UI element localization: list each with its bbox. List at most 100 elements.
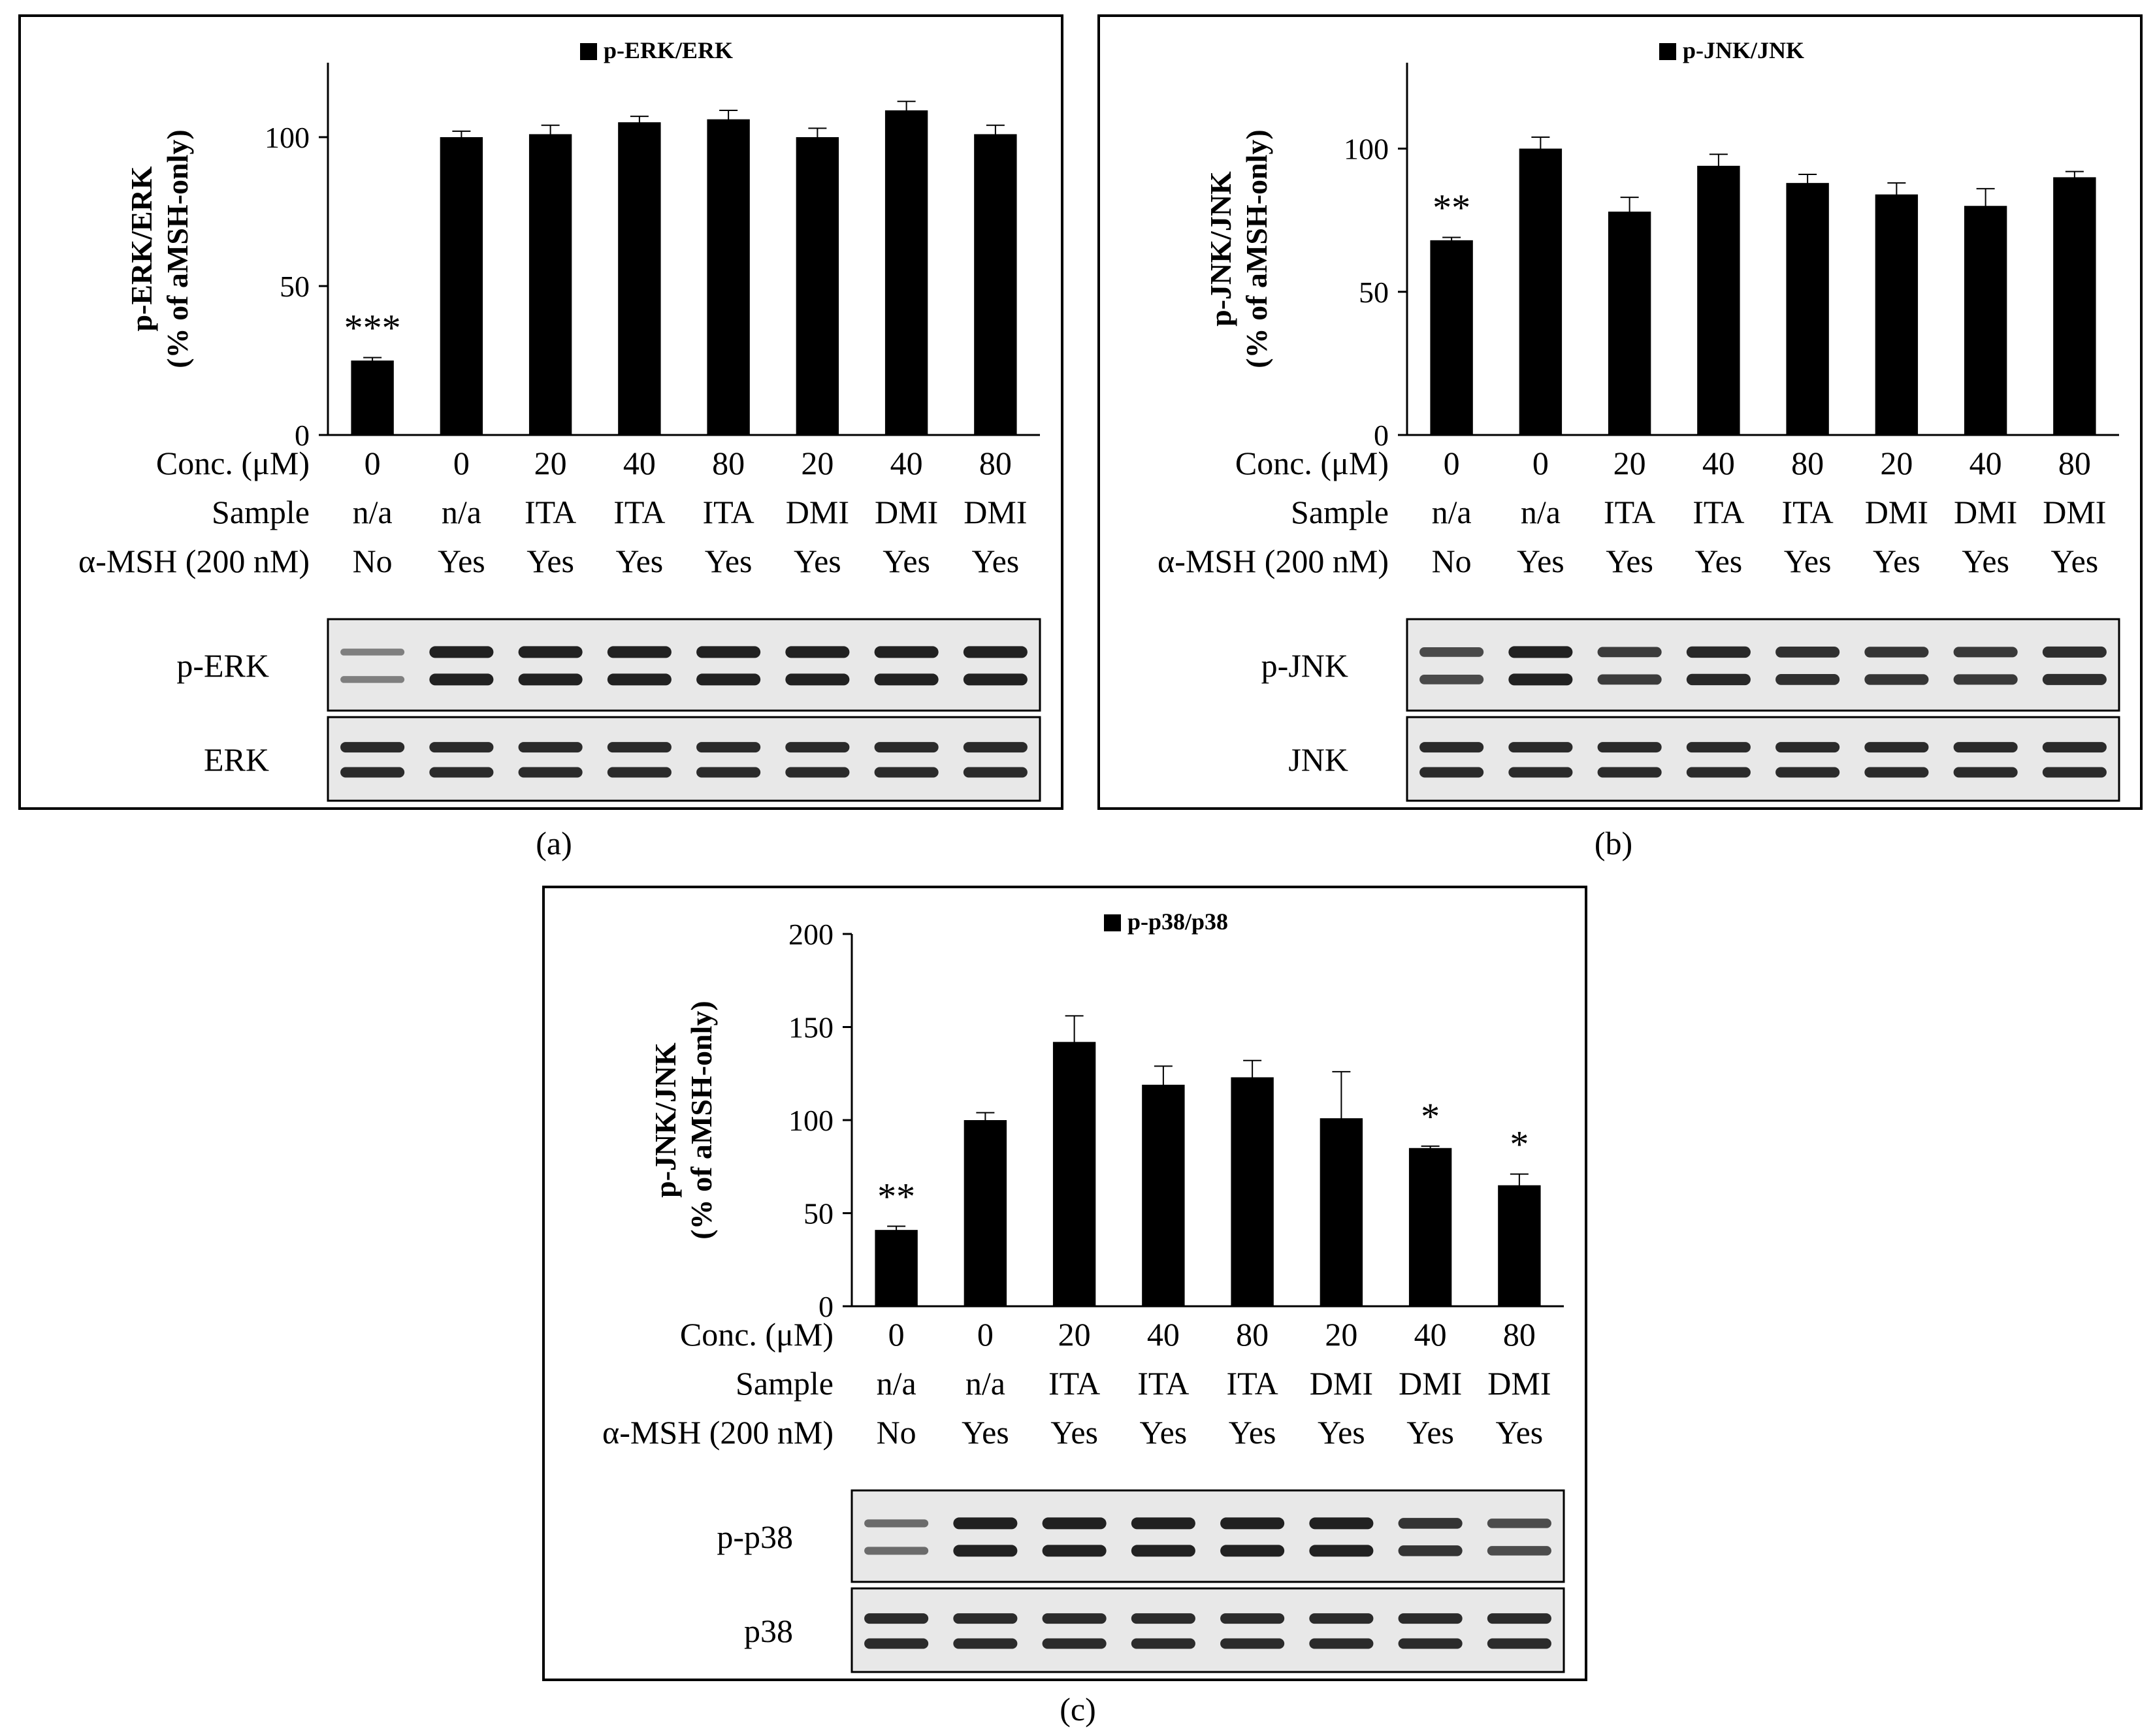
lane-sample: DMI: [1487, 1365, 1551, 1402]
bar: [2053, 177, 2096, 435]
lane-conc: 0: [365, 445, 381, 481]
blot-band: [953, 1638, 1018, 1649]
blot-band: [1864, 767, 1929, 778]
blot-band: [874, 742, 939, 753]
blot-band: [1953, 647, 2018, 658]
lane-conc: 0: [888, 1316, 905, 1353]
caption-b: (b): [1594, 825, 1633, 861]
lane-sample: n/a: [877, 1365, 916, 1402]
blot-band: [1864, 742, 1929, 753]
blot-band: [607, 646, 672, 658]
lane-conc: 40: [1414, 1316, 1447, 1353]
bar: [875, 1230, 918, 1306]
lane-msh: Yes: [1694, 543, 1742, 579]
blot-band: [429, 673, 494, 686]
blot-band: [1686, 742, 1751, 753]
row-label-sample: Sample: [736, 1365, 834, 1402]
bar: [974, 134, 1017, 435]
lane-conc: 40: [890, 445, 923, 481]
bar: [884, 110, 928, 435]
lane-conc: 80: [712, 445, 745, 481]
row-label-sample: Sample: [212, 494, 310, 530]
blot-band: [518, 673, 583, 686]
blot-band: [518, 646, 583, 658]
blot-band: [1686, 646, 1751, 658]
blot-frame: [851, 1587, 1565, 1673]
blot-frame: [851, 1489, 1565, 1583]
y-axis-label-units: (% of aMSH-only): [161, 129, 194, 368]
y-tick-label: 50: [1359, 276, 1389, 309]
y-tick-label: 200: [788, 918, 834, 951]
lane-sample: n/a: [353, 494, 393, 530]
blot-band: [2042, 742, 2107, 753]
bar: [351, 361, 394, 435]
bar: [1875, 194, 1919, 435]
blot-band: [1309, 1517, 1374, 1530]
blot-band: [1309, 1613, 1374, 1624]
y-axis-label: p-JNK/JNK: [1204, 171, 1237, 327]
lane-msh: Yes: [705, 543, 753, 579]
blot-band: [429, 742, 494, 753]
lane-conc: 0: [1532, 445, 1549, 481]
lane-msh: Yes: [1517, 543, 1564, 579]
blot-frame: [327, 618, 1041, 712]
blot-label: p-ERK: [176, 647, 269, 684]
lane-sample: DMI: [786, 494, 849, 530]
blot-band: [696, 742, 761, 753]
lane-msh: Yes: [1962, 543, 2009, 579]
caption-c: (c): [1060, 1691, 1096, 1728]
lane-msh: Yes: [1139, 1414, 1187, 1451]
blot-band: [1864, 647, 1929, 658]
lane-sample: DMI: [1954, 494, 2017, 530]
lane-conc: 40: [1702, 445, 1735, 481]
lane-sample: DMI: [1399, 1365, 1462, 1402]
blot-band: [1508, 767, 1573, 778]
bar: [1408, 1148, 1452, 1306]
y-axis-label-units: (% of aMSH-only): [1240, 129, 1273, 368]
row-label-conc: Conc. (μM): [156, 445, 310, 481]
lane-msh: No: [1432, 543, 1472, 579]
lane-msh: Yes: [615, 543, 663, 579]
blot-band: [607, 767, 672, 778]
lane-conc: 20: [534, 445, 567, 481]
lane-sample: DMI: [2043, 494, 2106, 530]
lane-msh: Yes: [971, 543, 1019, 579]
lane-msh: Yes: [1873, 543, 1920, 579]
lane-sample: DMI: [964, 494, 1027, 530]
lane-sample: ITA: [1781, 494, 1833, 530]
blot-band: [696, 767, 761, 778]
blot-band: [785, 767, 850, 778]
legend-swatch: [1659, 43, 1676, 60]
significance-marker: **: [877, 1175, 915, 1217]
blot-band: [785, 742, 850, 753]
significance-marker: **: [1433, 186, 1470, 229]
blot-band: [1487, 1546, 1551, 1556]
lane-msh: Yes: [1606, 543, 1653, 579]
lane-sample: ITA: [1693, 494, 1744, 530]
blot-band: [1487, 1613, 1551, 1624]
row-label-conc: Conc. (μM): [1235, 445, 1389, 481]
blot-band: [1398, 1518, 1463, 1529]
legend-label: p-ERK/ERK: [604, 37, 733, 63]
lane-msh: Yes: [2050, 543, 2098, 579]
blot-band: [1686, 673, 1751, 686]
lane-conc: 20: [1613, 445, 1646, 481]
blot-label: ERK: [204, 741, 269, 778]
blot-band: [1042, 1613, 1107, 1624]
lane-sample: n/a: [1432, 494, 1472, 530]
lane-conc: 40: [1147, 1316, 1180, 1353]
blot-band: [1309, 1545, 1374, 1557]
lane-conc: 80: [1503, 1316, 1536, 1353]
blot-band: [1775, 674, 1840, 685]
panel-erk: p-ERK/ERK 0 50 100 p-ERK/ERK (% of aMSH-only)…: [18, 14, 1063, 810]
blot-band: [1131, 1545, 1195, 1557]
blot-band: [963, 767, 1028, 778]
blot-band: [607, 742, 672, 753]
lane-conc: 40: [623, 445, 656, 481]
lane-conc: 80: [979, 445, 1012, 481]
blot-band: [1953, 742, 2018, 753]
y-tick-label: 150: [788, 1011, 834, 1044]
y-tick-label: 0: [1374, 419, 1389, 452]
